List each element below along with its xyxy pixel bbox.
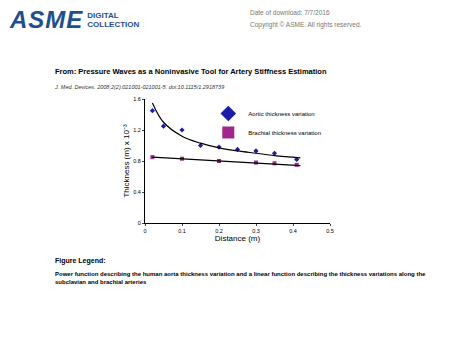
svg-text:0: 0 xyxy=(138,220,141,226)
html-text:Figure Legend:: Figure Legend: xyxy=(55,257,106,264)
svg-text:0.4: 0.4 xyxy=(289,228,297,234)
svg-text:1.2: 1.2 xyxy=(133,127,141,133)
html-text:J. Med. Devices. 2008;2(2):021: J. Med. Devices. 2008;2(2):021001-021001… xyxy=(55,84,225,90)
svg-text:0.3: 0.3 xyxy=(252,228,260,234)
html-text:ASME: ASME xyxy=(10,6,84,33)
html-text:COLLECTION: COLLECTION xyxy=(87,20,140,29)
svg-text:0.2: 0.2 xyxy=(215,228,223,234)
svg-text:0.1: 0.1 xyxy=(178,228,186,234)
svg-text:Brachial thickness variation: Brachial thickness variation xyxy=(248,130,321,136)
html-text:From: Pressure Waves as a Noni: From: Pressure Waves as a Noninvasive To… xyxy=(55,67,327,76)
svg-text:Thickness (m) x 10⁻³: Thickness (m) x 10⁻³ xyxy=(122,124,131,198)
html-text:Copyright © ASME. All rights r: Copyright © ASME. All rights reserved. xyxy=(250,21,362,28)
svg-text:1.6: 1.6 xyxy=(133,96,141,102)
html-text:Power function describing the: Power function describing the human aort… xyxy=(55,271,426,285)
svg-text:0.4: 0.4 xyxy=(133,189,141,195)
svg-text:0.5: 0.5 xyxy=(326,228,334,234)
html-text:DIGITAL: DIGITAL xyxy=(87,11,119,20)
svg-text:0: 0 xyxy=(143,228,146,234)
html-text:Date of download: 7/7/2016: Date of download: 7/7/2016 xyxy=(250,9,330,16)
svg-text:0.8: 0.8 xyxy=(133,158,141,164)
svg-text:Aortic thickness variation: Aortic thickness variation xyxy=(248,111,314,117)
svg-text:Distance (m): Distance (m) xyxy=(215,234,261,243)
